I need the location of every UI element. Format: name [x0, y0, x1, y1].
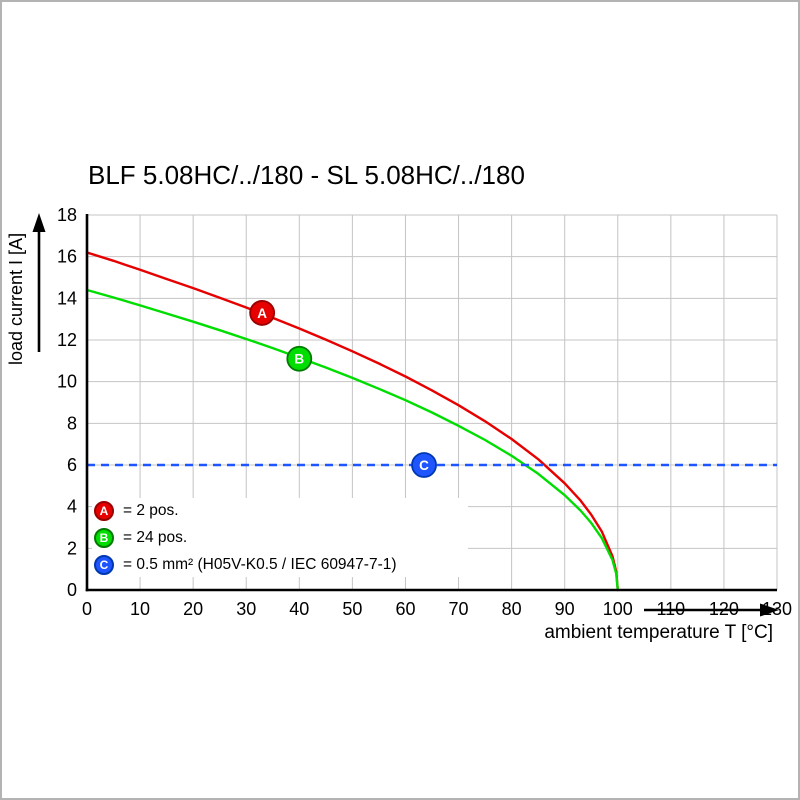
- y-tick-label: 14: [57, 288, 77, 308]
- curve-marker-A-label: A: [257, 306, 267, 321]
- legend-marker-c: C: [94, 554, 114, 575]
- legend-label-b: = 24 pos.: [123, 528, 188, 546]
- x-tick-label: 100: [603, 599, 633, 619]
- y-tick-label: 12: [57, 330, 77, 350]
- curve-marker-C-label: C: [419, 458, 429, 473]
- legend-label-c: = 0.5 mm² (H05V-K0.5 / IEC 60947-7-1): [123, 555, 397, 573]
- x-tick-label: 90: [555, 599, 575, 619]
- y-axis-arrow-head: [32, 213, 46, 232]
- x-axis-arrow-head: [760, 603, 779, 617]
- series-A-curve: [85, 251, 619, 592]
- x-tick-label: 10: [130, 599, 150, 619]
- x-tick-label: 60: [395, 599, 415, 619]
- x-tick-label: 0: [82, 599, 92, 619]
- legend-label-a: = 2 pos.: [123, 501, 179, 519]
- x-axis-label: ambient temperature T [°C]: [544, 622, 773, 643]
- x-tick-label: 20: [183, 599, 203, 619]
- y-tick-label: 6: [67, 455, 77, 475]
- legend-marker-a: A: [94, 500, 114, 521]
- series-B-curve: [85, 288, 619, 592]
- x-tick-label: 130: [762, 599, 792, 619]
- y-tick-label: 10: [57, 372, 77, 392]
- y-tick-label: 0: [67, 580, 77, 600]
- curve-marker-B: [286, 345, 313, 372]
- curve-marker-B-label: B: [294, 352, 304, 367]
- legend-item-a: A = 2 pos.: [94, 500, 468, 521]
- x-tick-label: 30: [236, 599, 256, 619]
- legend-item-c: C = 0.5 mm² (H05V-K0.5 / IEC 60947-7-1): [94, 554, 468, 575]
- y-tick-label: 2: [67, 538, 77, 558]
- y-tick-label: 4: [67, 497, 77, 517]
- chart-title: BLF 5.08HC/../180 - SL 5.08HC/../180: [88, 160, 525, 190]
- x-tick-label: 40: [289, 599, 309, 619]
- chart-legend: A = 2 pos. B = 24 pos. C = 0.5 mm² (H05V…: [92, 498, 468, 577]
- x-tick-label: 70: [449, 599, 469, 619]
- x-tick-label: 80: [502, 599, 522, 619]
- legend-item-b: B = 24 pos.: [94, 527, 468, 548]
- curve-marker-A: [249, 300, 276, 326]
- legend-marker-b: B: [94, 527, 114, 548]
- y-tick-label: 16: [57, 247, 77, 267]
- curve-marker-C: [411, 452, 437, 478]
- x-tick-label: 50: [342, 599, 362, 619]
- y-tick-label: 8: [67, 413, 77, 433]
- y-tick-label: 18: [57, 205, 77, 225]
